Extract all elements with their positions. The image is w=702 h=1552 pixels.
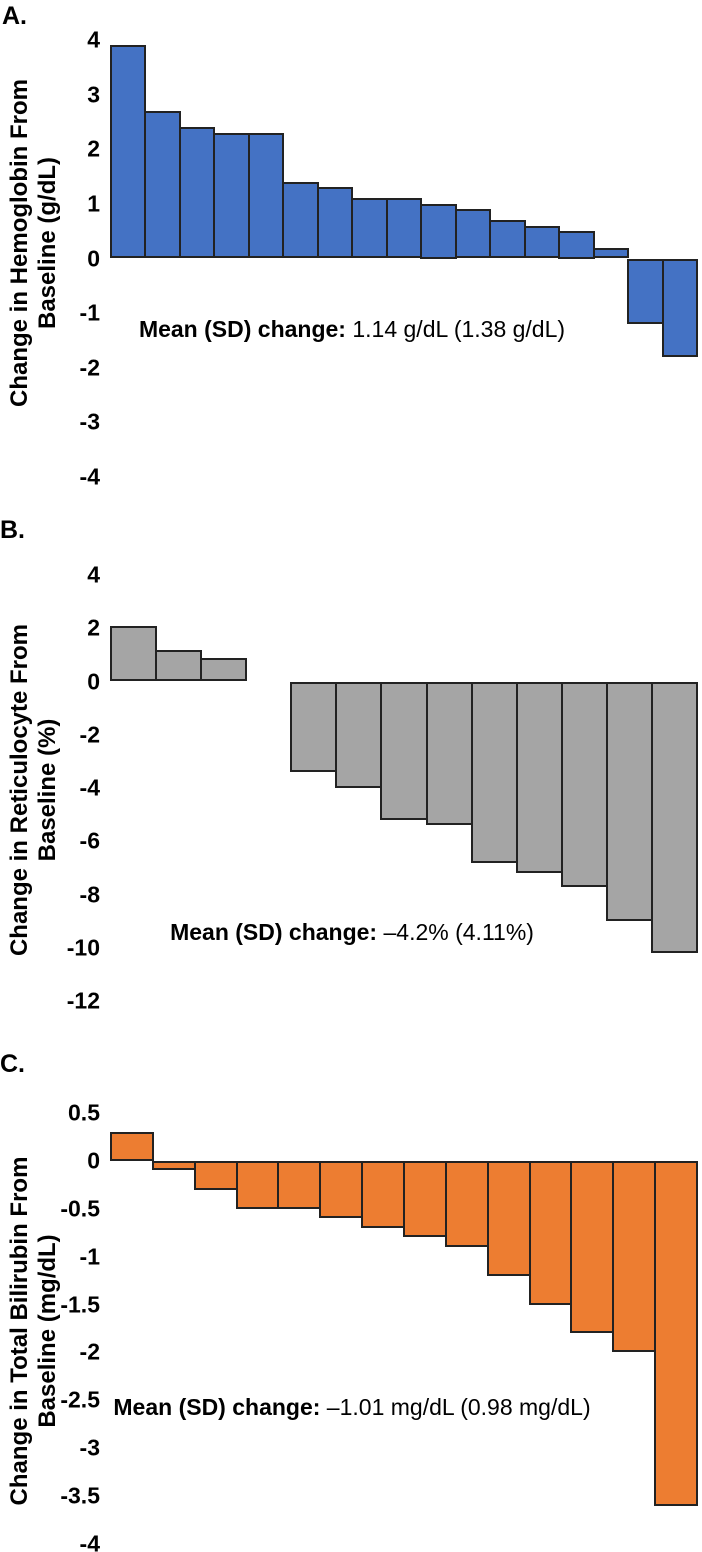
bar [403,1160,447,1238]
bar [654,1160,698,1506]
y-tick-label: 2 [87,135,100,162]
bar [605,681,653,922]
bar [425,681,473,826]
y-tick-label: 1 [87,190,100,217]
y-tick-label: -2 [79,721,100,748]
bar [178,127,216,259]
mean-annotation-c: Mean (SD) change: –1.01 mg/dL (0.98 mg/d… [113,1394,590,1421]
mean-annotation-b-label: Mean (SD) change: [170,919,378,945]
bar [110,625,158,682]
y-tick-label: 3 [87,81,100,108]
bar [528,1160,573,1305]
y-tick-label: -4 [79,774,100,801]
bar [612,1160,657,1353]
bar [420,203,457,259]
y-tick-label: -8 [79,881,100,907]
mean-annotation-b: Mean (SD) change: –4.2% (4.11%) [170,919,534,946]
bar [470,681,518,863]
y-tick-label: -2.5 [60,1386,100,1413]
bar [110,45,147,259]
y-tick-label: -3 [79,408,100,435]
bar [351,198,388,259]
bar [155,649,203,682]
bar [650,681,698,954]
bar [235,1160,280,1209]
bar [213,132,250,259]
y-tick-label: -6 [79,827,100,854]
bar [570,1160,615,1334]
bar [592,247,630,259]
bar [290,681,338,773]
bar [444,1160,489,1248]
bar [558,231,595,259]
bar [486,1160,531,1276]
bar [144,111,181,259]
y-tick-label: -3 [79,1434,100,1461]
y-tick-label: 4 [87,26,100,53]
mean-annotation-a-value: 1.14 g/dL (1.38 g/dL) [345,316,566,342]
bar [110,1132,154,1161]
bar [489,220,526,259]
y-tick-label: -4 [79,1530,100,1552]
panel-label-c: C. [0,1050,25,1078]
bar [319,1160,364,1219]
bar [380,681,428,820]
y-tick-label: 0 [87,1147,100,1174]
bar [560,681,608,887]
panel-label-b: B. [0,516,25,544]
y-tick-label: -1 [79,299,100,326]
mean-annotation-a-label: Mean (SD) change: [138,316,346,342]
bar [200,657,248,682]
panel-label-a: A. [2,2,27,30]
y-tick-label: -1 [79,1243,100,1270]
bar [627,258,664,325]
y-tick-label: -4 [79,463,100,490]
y-tick-label: 2 [87,614,100,641]
mean-annotation-a: Mean (SD) change: 1.14 g/dL (1.38 g/dL) [139,316,565,343]
y-axis-title-b-line1: Change in Reticulocyte From [6,623,33,957]
mean-annotation-c-value: –1.01 mg/dL (0.98 mg/dL) [320,1394,591,1420]
bar [523,225,561,259]
bar [247,132,285,259]
y-axis-title-a-line1: Change in Hemoglobin From [6,79,33,407]
bar [193,1160,238,1190]
y-tick-label: -1.5 [60,1291,100,1318]
mean-annotation-b-value: –4.2% (4.11%) [377,919,534,945]
bar [151,1160,196,1171]
y-tick-label: 0 [87,668,100,694]
bar [335,681,383,788]
y-tick-label: -10 [66,934,100,961]
y-tick-label: -12 [66,987,100,1014]
y-tick-label: -2 [79,354,100,381]
bar [282,182,319,259]
bar [277,1160,322,1209]
y-tick-label: 0 [87,245,100,271]
bar [361,1160,405,1228]
bar [661,258,698,357]
y-tick-label: 0.5 [68,1099,100,1126]
bar [385,198,423,259]
bar [515,681,563,874]
y-tick-label: -0.5 [60,1195,100,1222]
y-tick-label: -3.5 [60,1482,100,1509]
bar [454,209,492,259]
bar [316,187,354,259]
y-axis-title-c-line1: Change in Total Bilirubin From [6,1156,33,1506]
y-tick-label: -2 [79,1338,100,1365]
mean-annotation-c-label: Mean (SD) change: [113,1394,321,1420]
y-tick-label: 4 [87,561,100,588]
